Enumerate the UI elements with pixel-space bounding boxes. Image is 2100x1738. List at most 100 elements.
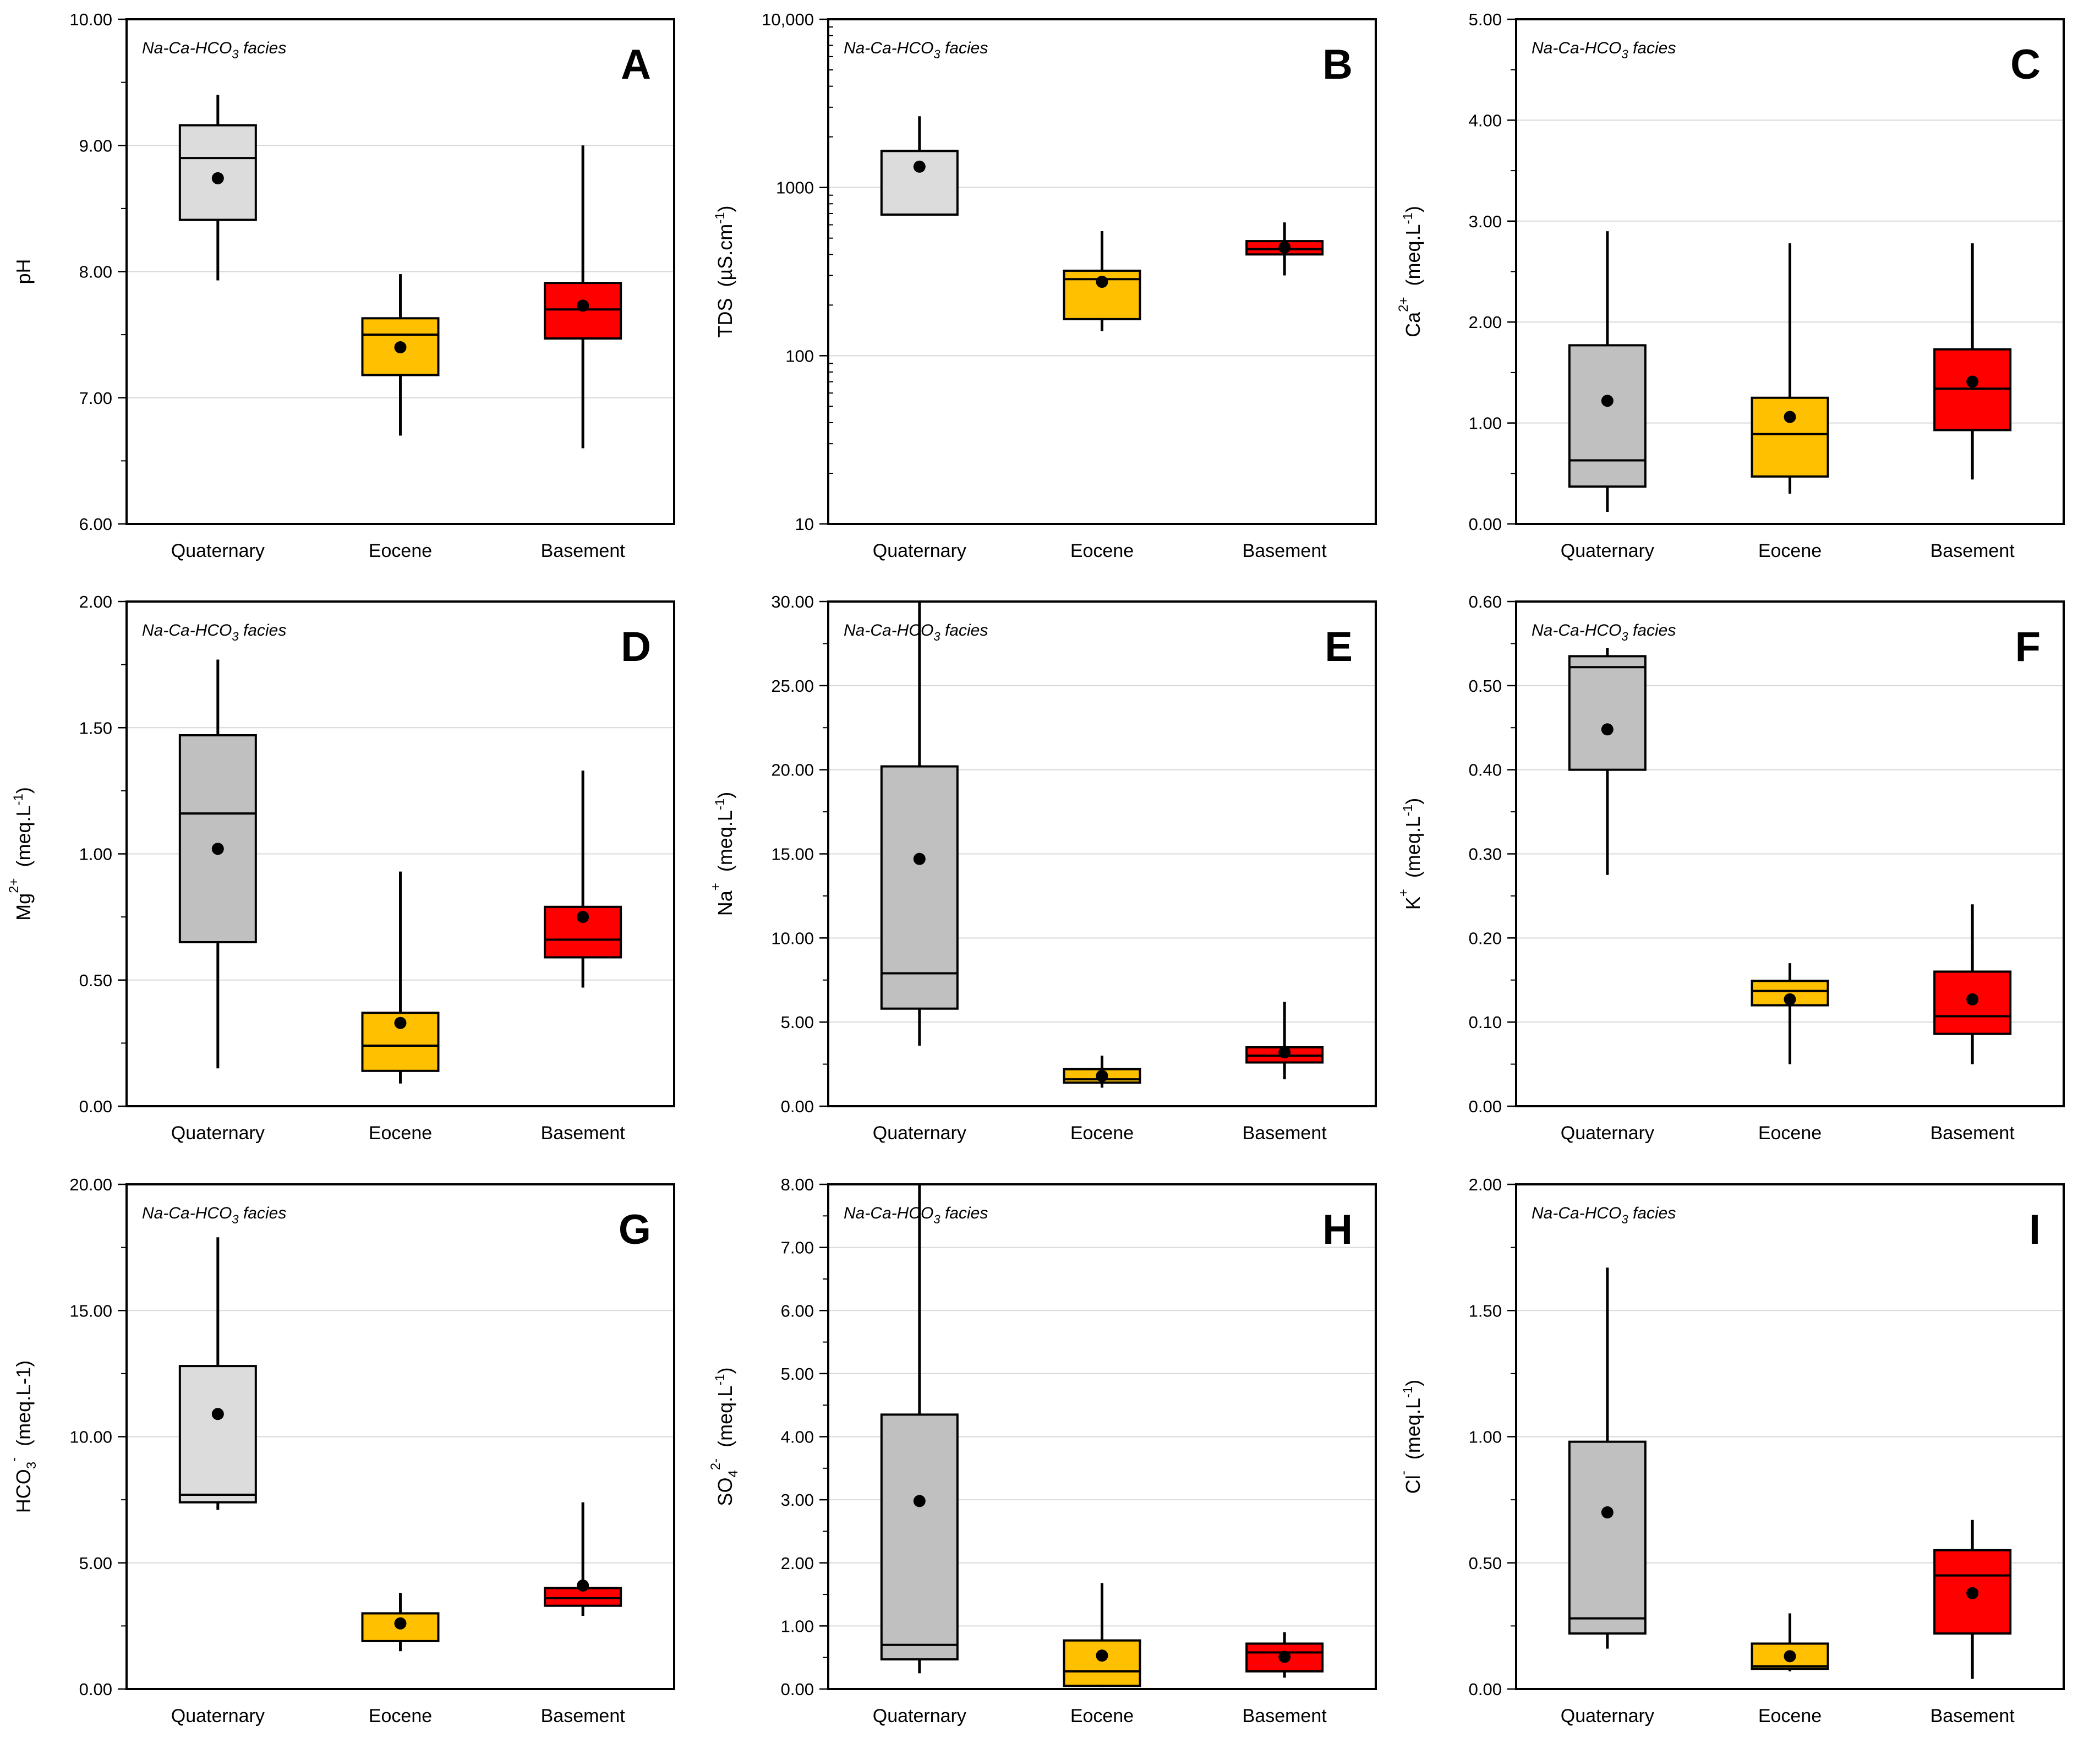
panel-e: 0.00 5.00 10.00 15.00 20.00 25.00 30.00 Quatern… [708,592,1377,1144]
panel-f: 0.00 0.10 0.20 0.30 0.40 0.50 0.60 Quaternary Eo… [1396,592,2065,1144]
y-tick-label: 8.00 [79,263,112,282]
facies-label: Na-Ca-HCO3 facies [142,621,286,643]
y-tick-label: 5.00 [781,1364,814,1384]
category-label: Eocene [1070,540,1134,561]
plot-frame [827,1183,1377,1690]
panel-d: 0.00 0.50 1.00 1.50 2.00 Quaternary Eocene Base… [7,592,675,1144]
y-tick-label: 2.00 [781,1554,814,1573]
y-tick-label: 7.00 [781,1238,814,1258]
category-label: Eocene [1758,1706,1822,1726]
iqr-box [880,150,959,216]
y-tick-label: 30.00 [771,592,814,611]
category-label: Quaternary [873,1123,966,1144]
iqr-box [880,1413,959,1661]
category-label: Eocene [1758,540,1822,561]
y-tick-label: 4.00 [1469,111,1502,130]
box-eocene [361,871,440,1084]
y-axis-label: Na+ (meq.L-1) [708,792,736,916]
iqr-box [1751,1642,1829,1670]
mean-marker [1966,375,1979,388]
box-quaternary [880,602,959,1046]
mean-marker [1601,723,1614,736]
y-axis-label: HCO3- (meq.L-1) [7,1360,39,1513]
panel-letter: A [621,41,651,88]
panel-letter: B [1322,41,1353,88]
box-quaternary [880,116,959,216]
y-tick-label: 7.00 [79,389,112,408]
panel-a: 6.00 7.00 8.00 9.00 10.00 Quaternary Eocene Bas… [12,10,675,561]
panel-c: 0.00 1.00 2.00 3.00 4.00 5.00 Quaternary Eocene… [1396,10,2065,561]
y-tick-label: 10.00 [771,928,814,948]
y-tick-label: 0.00 [1469,1097,1502,1116]
y-tick-label: 0.60 [1469,592,1502,611]
plot-frame [125,1183,675,1690]
category-label: Quaternary [171,540,265,561]
y-tick-label: 0.00 [781,1097,814,1116]
box-eocene [361,274,440,436]
y-tick-label: 2.00 [79,592,112,611]
iqr-box [178,734,257,943]
category-label: Basement [1931,1706,2015,1726]
plot-frame [125,600,675,1107]
mean-marker [1096,1649,1108,1662]
box-eocene [1751,963,1829,1064]
box-quaternary [1568,648,1647,875]
plot-frame [1515,600,2065,1107]
box-quaternary [1568,231,1647,512]
y-tick-label: 0.50 [79,971,112,990]
y-tick-label: 3.00 [1469,212,1502,231]
y-tick-label: 1000 [776,178,814,198]
panel-b: 10 100 1000 10,000 Quaternary Eocene Basement N… [713,10,1377,561]
y-tick-label: 4.00 [781,1428,814,1447]
box-quaternary [178,659,257,1069]
box-eocene [1751,243,1829,494]
facies-label: Na-Ca-HCO3 facies [844,621,988,643]
mean-marker [211,1408,224,1420]
mean-marker [1278,1046,1291,1059]
box-eocene [1063,231,1141,331]
y-tick-label: 0.10 [1469,1013,1502,1032]
category-label: Quaternary [171,1706,265,1726]
y-tick-label: 0.20 [1469,928,1502,948]
mean-marker [1096,276,1108,288]
mean-marker [1601,1506,1614,1519]
iqr-box [1568,344,1647,488]
category-label: Basement [1243,540,1327,561]
mean-marker [1096,1069,1108,1082]
y-tick-label: 0.00 [79,1097,112,1116]
category-label: Quaternary [1561,540,1654,561]
category-label: Basement [541,540,626,561]
iqr-box [1933,970,2012,1035]
y-tick-label: 2.00 [1469,313,1502,332]
category-label: Eocene [1758,1123,1822,1144]
y-tick-label: 0.50 [1469,676,1502,696]
box-basement [1933,243,2012,480]
y-axis-label: TDS (µS.cm-1) [713,205,736,337]
mean-marker [577,299,589,312]
y-tick-label: 0.00 [79,1680,112,1699]
category-label: Eocene [369,1706,432,1726]
y-tick-label: 10.00 [69,1428,112,1447]
facies-label: Na-Ca-HCO3 facies [844,1204,988,1226]
y-tick-label: 5.00 [79,1554,112,1573]
mean-marker [1966,993,1979,1005]
panel-letter: I [2029,1206,2041,1253]
category-label: Quaternary [1561,1706,1654,1726]
plot-frame [827,600,1377,1107]
mean-marker [1784,993,1796,1005]
category-label: Quaternary [873,1706,966,1726]
mean-marker [913,1495,926,1507]
iqr-box [1751,396,1829,478]
y-tick-label: 3.00 [781,1490,814,1510]
mean-marker [577,911,589,923]
iqr-box [178,1365,257,1504]
panel-h: 0.00 1.00 2.00 3.00 4.00 5.00 6.00 7.00 8.00 Quat… [708,1175,1377,1726]
mean-marker [394,1016,407,1029]
y-tick-label: 0.00 [781,1680,814,1699]
box-basement [544,145,622,449]
y-tick-label: 0.50 [1469,1554,1502,1573]
panel-letter: F [2015,624,2041,670]
y-tick-label: 0.00 [1469,515,1502,534]
panel-i: 0.00 0.50 1.00 1.50 2.00 Quaternary Eocene Base… [1396,1175,2065,1726]
